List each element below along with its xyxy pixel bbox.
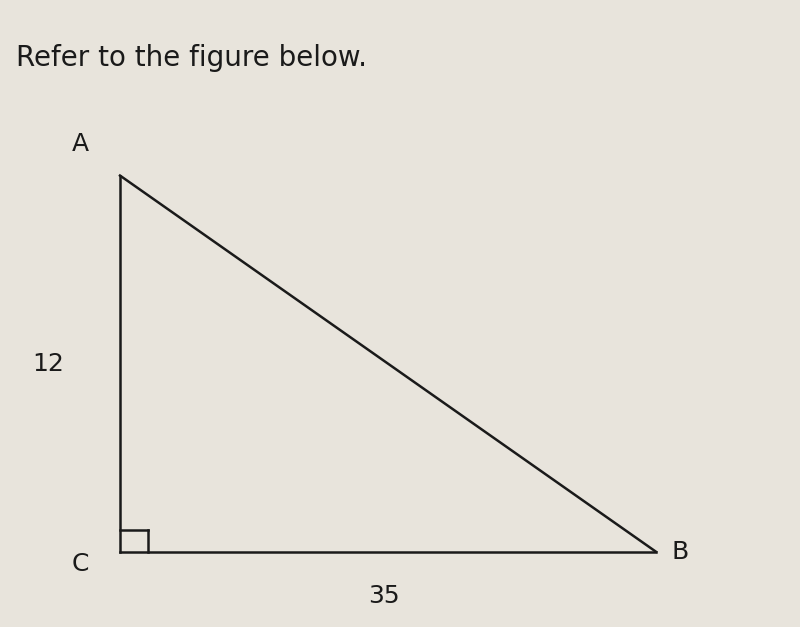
Text: A: A: [71, 132, 89, 156]
Text: C: C: [71, 552, 89, 576]
Text: Refer to the figure below.: Refer to the figure below.: [16, 44, 367, 72]
Text: 35: 35: [368, 584, 400, 608]
Text: B: B: [671, 540, 689, 564]
Text: 12: 12: [32, 352, 64, 376]
